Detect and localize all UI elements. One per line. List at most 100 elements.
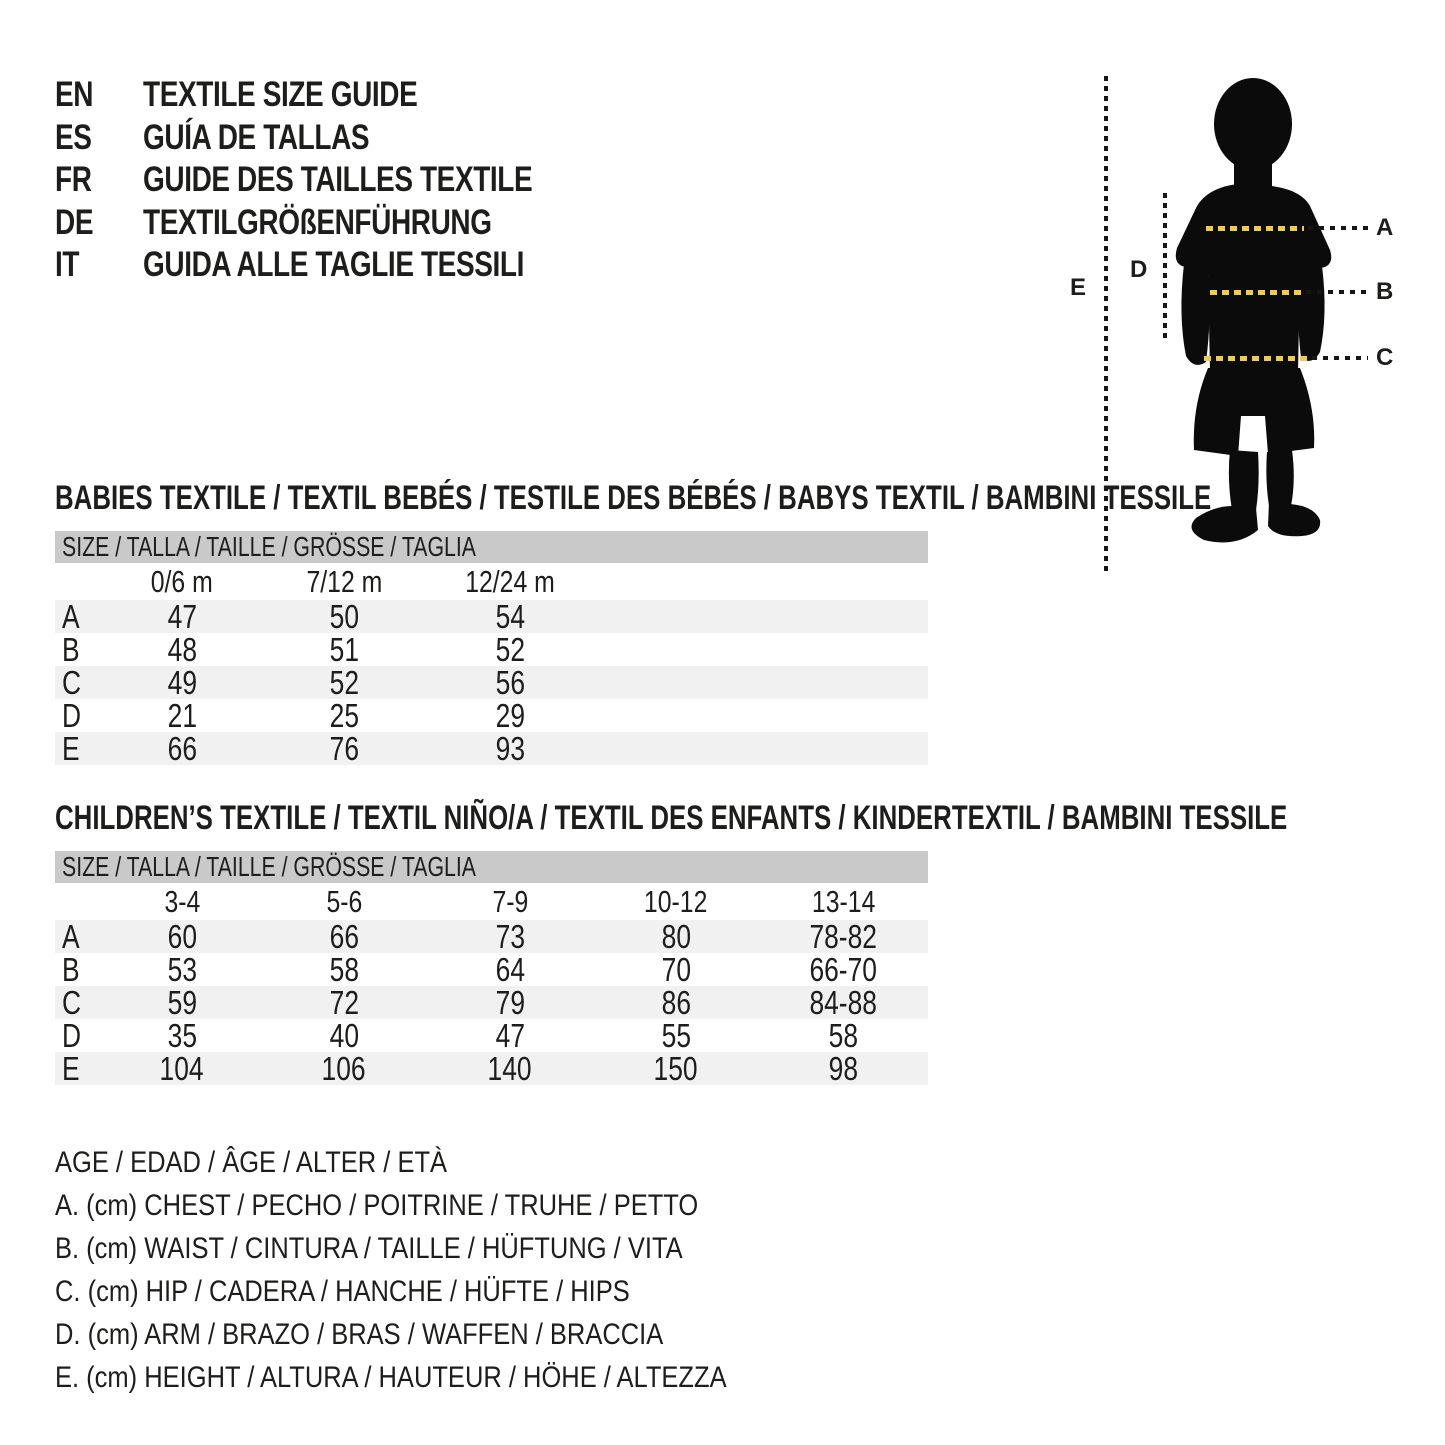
cell-value: 66	[329, 918, 359, 955]
measure-label-b: B	[1376, 278, 1394, 305]
cell-value: 150	[653, 1050, 699, 1087]
measurement-legend: AGE / EDAD / ÂGE / ALTER / ETÀ A. (cm) C…	[55, 1141, 845, 1399]
measure-line-d	[1163, 193, 1167, 343]
babies-size-table: SIZE / TALLA / TAILLE / GRÖSSE / TAGLIA …	[55, 531, 928, 765]
cell-value: 140	[487, 1050, 533, 1087]
column-header: 7-9	[492, 884, 528, 919]
cell-value: 53	[167, 951, 197, 988]
language-title: TEXTILGRÖßENFÜHRUNG	[143, 202, 492, 242]
language-title-block: EN TEXTILE SIZE GUIDE ES GUÍA DE TALLAS …	[55, 74, 630, 287]
measure-line-a	[1308, 226, 1368, 230]
cell-value: 66-70	[809, 951, 878, 988]
measure-label-c: C	[1376, 344, 1394, 371]
column-header: 12/24 m	[465, 564, 555, 599]
cell-value: 29	[495, 697, 525, 734]
table-row: B 48 51 52	[55, 633, 928, 666]
cell-value: 21	[167, 697, 197, 734]
cell-value: 35	[167, 1017, 197, 1054]
table-row: C 49 52 56	[55, 666, 928, 699]
babies-section-title: BABIES TEXTILE / TEXTIL BEBÉS / TESTILE …	[55, 479, 1212, 517]
column-header: 0/6 m	[150, 564, 214, 599]
measure-dash-b	[1210, 290, 1302, 295]
column-header: 7/12 m	[306, 564, 382, 599]
table-row: C 59 72 79 86 84-88	[55, 986, 928, 1019]
cell-value: 58	[828, 1017, 859, 1054]
cell-value: 66	[167, 730, 197, 767]
language-row-de: DE TEXTILGRÖßENFÜHRUNG	[55, 202, 630, 245]
measure-dash-c	[1204, 356, 1308, 361]
measure-label-a: A	[1376, 214, 1394, 241]
cell-value: 47	[167, 598, 197, 635]
cell-value: 25	[329, 697, 359, 734]
cell-value: 47	[495, 1017, 525, 1054]
row-label: A	[62, 918, 80, 955]
children-size-table: SIZE / TALLA / TAILLE / GRÖSSE / TAGLIA …	[55, 851, 928, 1085]
language-title: GUIDE DES TAILLES TEXTILE	[143, 160, 533, 200]
cell-value: 52	[495, 631, 525, 668]
language-title: TEXTILE SIZE GUIDE	[143, 75, 418, 115]
legend-line-height: E. (cm) HEIGHT / ALTURA / HAUTEUR / HÖHE…	[55, 1361, 727, 1394]
measure-label-d: D	[1130, 256, 1148, 283]
cell-value: 93	[495, 730, 525, 767]
language-row-fr: FR GUIDE DES TAILLES TEXTILE	[55, 159, 630, 202]
table-row: E 66 76 93	[55, 732, 928, 765]
cell-value: 52	[329, 664, 359, 701]
cell-value: 51	[329, 631, 359, 668]
legend-line-waist: B. (cm) WAIST / CINTURA / TAILLE / HÜFTU…	[55, 1232, 683, 1265]
cell-value: 72	[329, 984, 359, 1021]
cell-value: 73	[495, 918, 525, 955]
row-label: D	[62, 697, 82, 734]
table-row: D 21 25 29	[55, 699, 928, 732]
row-label: B	[62, 631, 80, 668]
column-header-row: 3-4 5-6 7-9 10-12 13-14	[55, 883, 928, 920]
language-title: GUÍA DE TALLAS	[143, 117, 370, 157]
cell-value: 80	[661, 918, 691, 955]
language-code: ES	[55, 117, 92, 157]
table-row: E 104 106 140 150 98	[55, 1052, 928, 1085]
legend-line-age: AGE / EDAD / ÂGE / ALTER / ETÀ	[55, 1146, 448, 1179]
row-label: D	[62, 1017, 82, 1054]
column-header: 13-14	[811, 884, 876, 919]
row-label: C	[62, 984, 82, 1021]
cell-value: 104	[159, 1050, 205, 1087]
cell-value: 86	[661, 984, 691, 1021]
column-header: 10-12	[644, 884, 708, 919]
column-header: 3-4	[164, 884, 200, 919]
cell-value: 70	[661, 951, 691, 988]
language-code: FR	[55, 160, 92, 200]
cell-value: 60	[167, 918, 197, 955]
row-label: A	[62, 598, 80, 635]
row-label: E	[62, 1050, 80, 1087]
table-row: A 47 50 54	[55, 600, 928, 633]
cell-value: 64	[495, 951, 525, 988]
column-header-row: 0/6 m 7/12 m 12/24 m	[55, 563, 928, 600]
cell-value: 40	[329, 1017, 359, 1054]
cell-value: 55	[661, 1017, 691, 1054]
measure-dash-a	[1206, 226, 1304, 231]
cell-value: 78-82	[809, 918, 878, 955]
cell-value: 49	[167, 664, 197, 701]
measure-line-c	[1312, 356, 1368, 360]
cell-value: 56	[495, 664, 525, 701]
row-label: E	[62, 730, 80, 767]
row-label: B	[62, 951, 80, 988]
legend-line-arm: D. (cm) ARM / BRAZO / BRAS / WAFFEN / BR…	[55, 1318, 664, 1351]
table-row: A 60 66 73 80 78-82	[55, 920, 928, 953]
measure-line-b	[1306, 290, 1368, 294]
language-row-es: ES GUÍA DE TALLAS	[55, 117, 630, 160]
cell-value: 79	[495, 984, 525, 1021]
cell-value: 59	[167, 984, 197, 1021]
cell-value: 58	[329, 951, 359, 988]
cell-value: 48	[167, 631, 197, 668]
cell-value: 76	[329, 730, 359, 767]
language-code: IT	[55, 245, 80, 285]
cell-value: 84-88	[809, 984, 878, 1021]
size-header-bar: SIZE / TALLA / TAILLE / GRÖSSE / TAGLIA	[55, 531, 928, 563]
row-label: C	[62, 664, 82, 701]
legend-line-chest: A. (cm) CHEST / PECHO / POITRINE / TRUHE…	[55, 1189, 699, 1222]
column-header: 5-6	[326, 884, 362, 919]
language-row-en: EN TEXTILE SIZE GUIDE	[55, 74, 630, 117]
cell-value: 50	[329, 598, 359, 635]
language-code: EN	[55, 75, 94, 115]
